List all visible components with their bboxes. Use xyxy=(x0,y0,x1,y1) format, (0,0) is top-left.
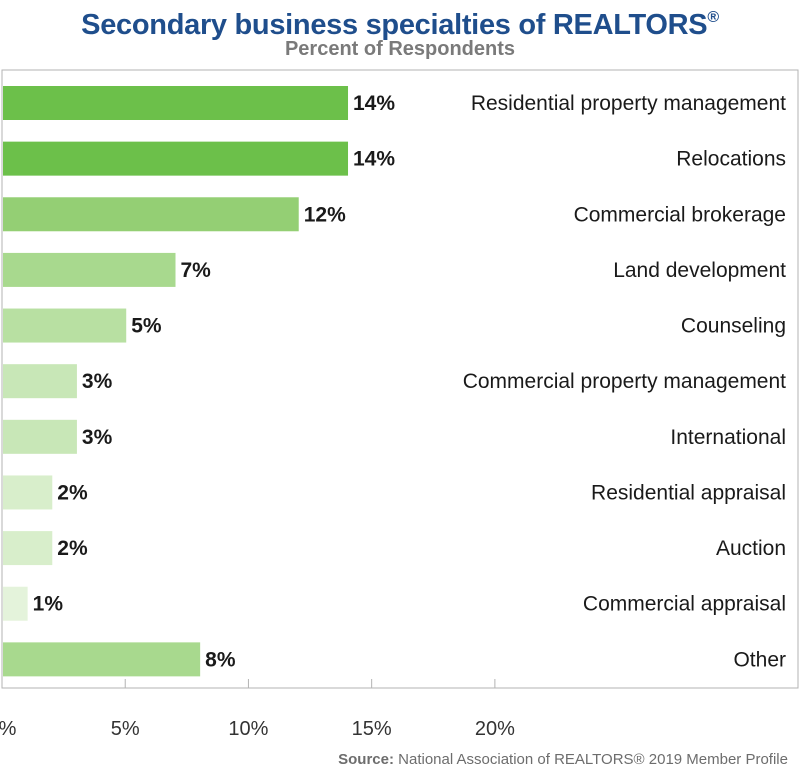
bar-value-label: 2% xyxy=(57,537,88,560)
category-label: Land development xyxy=(613,259,786,282)
bar-value-label: 1% xyxy=(33,593,64,616)
bar xyxy=(3,308,127,343)
source-note: Source: National Association of REALTORS… xyxy=(338,750,788,770)
bar-value-label: 8% xyxy=(205,648,236,671)
category-label: Commercial brokerage xyxy=(574,203,786,226)
bar xyxy=(3,586,28,621)
category-label: Residential appraisal xyxy=(591,481,786,504)
source-label: Source: xyxy=(338,751,394,768)
x-tick-label: 0% xyxy=(0,718,17,740)
bar-value-label: 3% xyxy=(82,426,113,449)
bar xyxy=(3,642,201,677)
bar-value-label: 12% xyxy=(304,203,346,226)
bar-value-label: 14% xyxy=(353,148,395,171)
category-label: Auction xyxy=(716,537,786,560)
x-tick-label: 15% xyxy=(352,718,392,740)
category-label: Relocations xyxy=(676,148,786,171)
bar xyxy=(3,364,77,399)
registered-mark: ® xyxy=(707,9,719,26)
category-label: Other xyxy=(733,648,786,671)
plot-frame xyxy=(1,69,799,689)
x-tick-label: 5% xyxy=(111,718,140,740)
category-label: Commercial appraisal xyxy=(583,593,786,616)
bar-value-label: 3% xyxy=(82,370,113,393)
bar xyxy=(3,475,53,510)
source-text: National Association of REALTORS® 2019 M… xyxy=(398,751,788,768)
x-tick-label: 20% xyxy=(475,718,515,740)
bar-value-label: 5% xyxy=(131,315,162,338)
bar xyxy=(3,252,176,287)
bar xyxy=(3,197,299,232)
chart-title-text: Secondary business specialties of REALTO… xyxy=(81,9,708,41)
bar-value-label: 7% xyxy=(181,259,212,282)
category-label: Counseling xyxy=(681,315,786,338)
chart-subtitle: Percent of Respondents xyxy=(284,38,516,60)
bar xyxy=(3,86,349,120)
chart-title: Secondary business specialties of REALTO… xyxy=(0,0,800,43)
bar xyxy=(3,531,53,566)
bar xyxy=(3,141,349,176)
bar-value-label: 14% xyxy=(353,92,395,115)
bar xyxy=(3,419,77,454)
category-label: International xyxy=(670,426,786,449)
category-label: Commercial property management xyxy=(463,370,786,393)
category-label: Residential property management xyxy=(471,92,786,115)
x-tick-label: 10% xyxy=(228,718,268,740)
bar-value-label: 2% xyxy=(57,481,88,504)
